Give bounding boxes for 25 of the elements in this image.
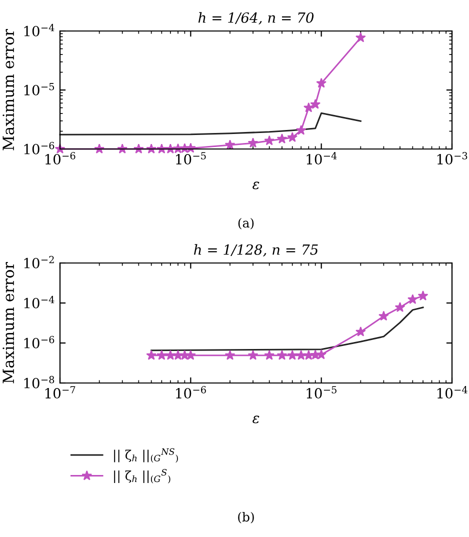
y-axis-title: Maximum error — [2, 28, 14, 150]
y-tick-label: 10$^{−4}$ — [24, 24, 54, 36]
x-axis-title: ε — [252, 416, 260, 424]
y-tick-label: 10$^{−6}$ — [24, 336, 54, 348]
legend-label: || ζ$_{h}$ ||$_{(G}$$^{S}$$_{)}$ — [114, 469, 170, 484]
legend-label: || ζ$_{h}$ ||$_{(G}$$^{NS}$$_{)}$ — [114, 448, 178, 463]
y-tick-label: 10$^{−2}$ — [24, 256, 54, 268]
x-tick-label: 10$^{−7}$ — [45, 386, 76, 399]
chart-title: h = 1/128, n = 75 — [194, 244, 318, 257]
x-tick-label: 10$^{−6}$ — [45, 152, 76, 165]
y-tick-label: 10$^{−6}$ — [24, 142, 54, 154]
y-tick-label: 10$^{−4}$ — [24, 296, 54, 308]
x-tick-label: 10$^{−5}$ — [306, 386, 336, 399]
x-tick-label: 10$^{−3}$ — [437, 152, 468, 165]
y-axis-title: Maximum error — [2, 262, 14, 384]
text: (a) — [238, 218, 254, 230]
x-axis-title: ε — [252, 182, 260, 190]
x-tick-label: 10$^{−4}$ — [437, 386, 468, 399]
y-tick-label: 10$^{−5}$ — [24, 83, 54, 96]
x-tick-label: 10$^{−6}$ — [176, 386, 206, 399]
text: (b) — [238, 512, 254, 524]
x-tick-label: 10$^{−5}$ — [176, 152, 206, 165]
chart-title: h = 1/64, n = 70 — [198, 12, 314, 25]
x-tick-label: 10$^{−4}$ — [306, 152, 337, 165]
y-tick-label: 10$^{−8}$ — [24, 376, 54, 388]
